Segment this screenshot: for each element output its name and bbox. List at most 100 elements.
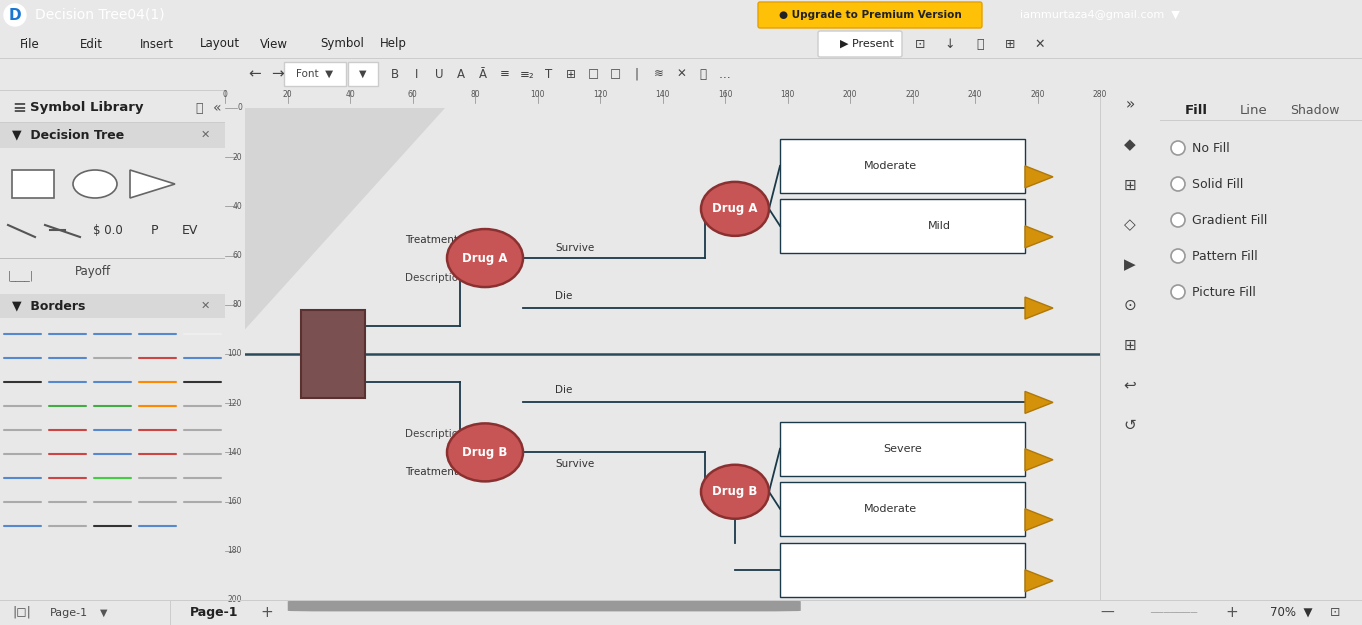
Text: →: → [271, 66, 283, 81]
FancyBboxPatch shape [759, 2, 982, 28]
Text: |◻|: |◻| [12, 606, 31, 619]
FancyBboxPatch shape [780, 482, 1026, 536]
Text: ● Upgrade to Premium Version: ● Upgrade to Premium Version [779, 10, 962, 20]
Text: Drug A: Drug A [462, 251, 508, 264]
Text: Insert: Insert [140, 38, 174, 51]
Text: Ā: Ā [479, 68, 488, 81]
Text: Survive: Survive [554, 459, 594, 469]
Polygon shape [1026, 226, 1053, 248]
Text: P: P [151, 224, 159, 238]
FancyBboxPatch shape [285, 62, 346, 86]
FancyBboxPatch shape [780, 139, 1026, 193]
Text: Decision Tree04(1): Decision Tree04(1) [35, 8, 165, 22]
Text: ⊙: ⊙ [1124, 298, 1136, 312]
Text: $ 0.0: $ 0.0 [93, 224, 123, 238]
Text: Shadow: Shadow [1290, 104, 1339, 116]
Polygon shape [1026, 509, 1053, 531]
Text: 40: 40 [345, 90, 355, 99]
Text: ▶ Present: ▶ Present [840, 39, 893, 49]
Text: ▼: ▼ [360, 69, 366, 79]
Text: »: » [1125, 98, 1135, 112]
Text: ⊞: ⊞ [1124, 177, 1136, 192]
Text: Treatment Plan B: Treatment Plan B [405, 468, 494, 478]
Text: ↓: ↓ [945, 38, 955, 51]
Text: ⊞: ⊞ [1005, 38, 1015, 51]
Text: 20: 20 [283, 90, 293, 99]
Text: Layout: Layout [200, 38, 240, 51]
Text: iammurtaza4@gmail.com  ▼: iammurtaza4@gmail.com ▼ [1020, 10, 1179, 20]
Text: Edit: Edit [80, 38, 104, 51]
Text: ↺: ↺ [1124, 418, 1136, 432]
Text: □: □ [587, 68, 598, 81]
Text: 🔒: 🔒 [700, 68, 707, 81]
Text: Description: Description [405, 429, 464, 439]
Text: ⊡: ⊡ [1331, 606, 1340, 619]
Text: 240: 240 [968, 90, 982, 99]
Text: Drug A: Drug A [712, 202, 757, 216]
Text: 0: 0 [237, 104, 242, 112]
FancyBboxPatch shape [12, 170, 54, 198]
Text: 100: 100 [227, 349, 242, 359]
Text: 60: 60 [233, 251, 242, 260]
Text: ◇: ◇ [1124, 217, 1136, 232]
Text: 200: 200 [843, 90, 857, 99]
Text: 140: 140 [227, 448, 242, 457]
Text: 100: 100 [530, 90, 545, 99]
Circle shape [1171, 141, 1185, 155]
Polygon shape [1026, 570, 1053, 592]
Text: Survive: Survive [554, 243, 594, 253]
Text: +: + [260, 605, 272, 620]
Polygon shape [1026, 297, 1053, 319]
Text: Fill: Fill [1185, 104, 1208, 116]
Text: ≡₂: ≡₂ [520, 68, 534, 81]
Text: 160: 160 [227, 497, 242, 506]
Text: 🖨: 🖨 [977, 38, 983, 51]
Text: ✕: ✕ [1035, 38, 1045, 51]
Text: 70%  ▼: 70% ▼ [1269, 606, 1313, 619]
Polygon shape [1026, 449, 1053, 471]
Text: 280: 280 [1092, 90, 1107, 99]
Ellipse shape [447, 423, 523, 481]
Text: 140: 140 [655, 90, 670, 99]
Text: Page-1: Page-1 [50, 608, 89, 618]
Text: Die: Die [554, 291, 572, 301]
Text: View: View [260, 38, 287, 51]
Text: File: File [20, 38, 39, 51]
Text: 80: 80 [233, 300, 242, 309]
Text: Page-1: Page-1 [191, 606, 238, 619]
Text: Help: Help [380, 38, 407, 51]
Text: 🔍: 🔍 [195, 101, 203, 114]
Text: ▼  Decision Tree: ▼ Decision Tree [12, 129, 124, 141]
Text: 0: 0 [222, 90, 227, 99]
Ellipse shape [701, 182, 770, 236]
Text: ⊡: ⊡ [915, 38, 925, 51]
Text: Die: Die [554, 386, 572, 396]
Text: ───────: ─────── [1150, 608, 1197, 618]
Text: □: □ [609, 68, 621, 81]
Text: ▼  Borders: ▼ Borders [12, 299, 86, 312]
Text: Gradient Fill: Gradient Fill [1192, 214, 1268, 226]
FancyBboxPatch shape [819, 31, 902, 57]
Text: |____|: |____| [8, 271, 34, 281]
Text: 260: 260 [1030, 90, 1045, 99]
Text: 180: 180 [780, 90, 794, 99]
Text: No Fill: No Fill [1192, 141, 1230, 154]
Text: Moderate: Moderate [864, 504, 917, 514]
Text: +: + [1224, 605, 1238, 620]
Polygon shape [129, 170, 174, 198]
Text: Line: Line [1239, 104, 1268, 116]
FancyBboxPatch shape [780, 542, 1026, 597]
Circle shape [1171, 285, 1185, 299]
Text: B: B [391, 68, 399, 81]
Text: 20: 20 [233, 152, 242, 162]
Text: …: … [719, 68, 731, 81]
FancyBboxPatch shape [349, 62, 379, 86]
Text: Treatment Plan A: Treatment Plan A [405, 235, 494, 245]
Text: 80: 80 [470, 90, 479, 99]
Text: ⊞: ⊞ [567, 68, 576, 81]
FancyBboxPatch shape [287, 601, 801, 611]
Text: 220: 220 [906, 90, 919, 99]
Text: ←: ← [249, 66, 262, 81]
Text: |: | [635, 68, 639, 81]
Text: Moderate: Moderate [864, 161, 917, 171]
